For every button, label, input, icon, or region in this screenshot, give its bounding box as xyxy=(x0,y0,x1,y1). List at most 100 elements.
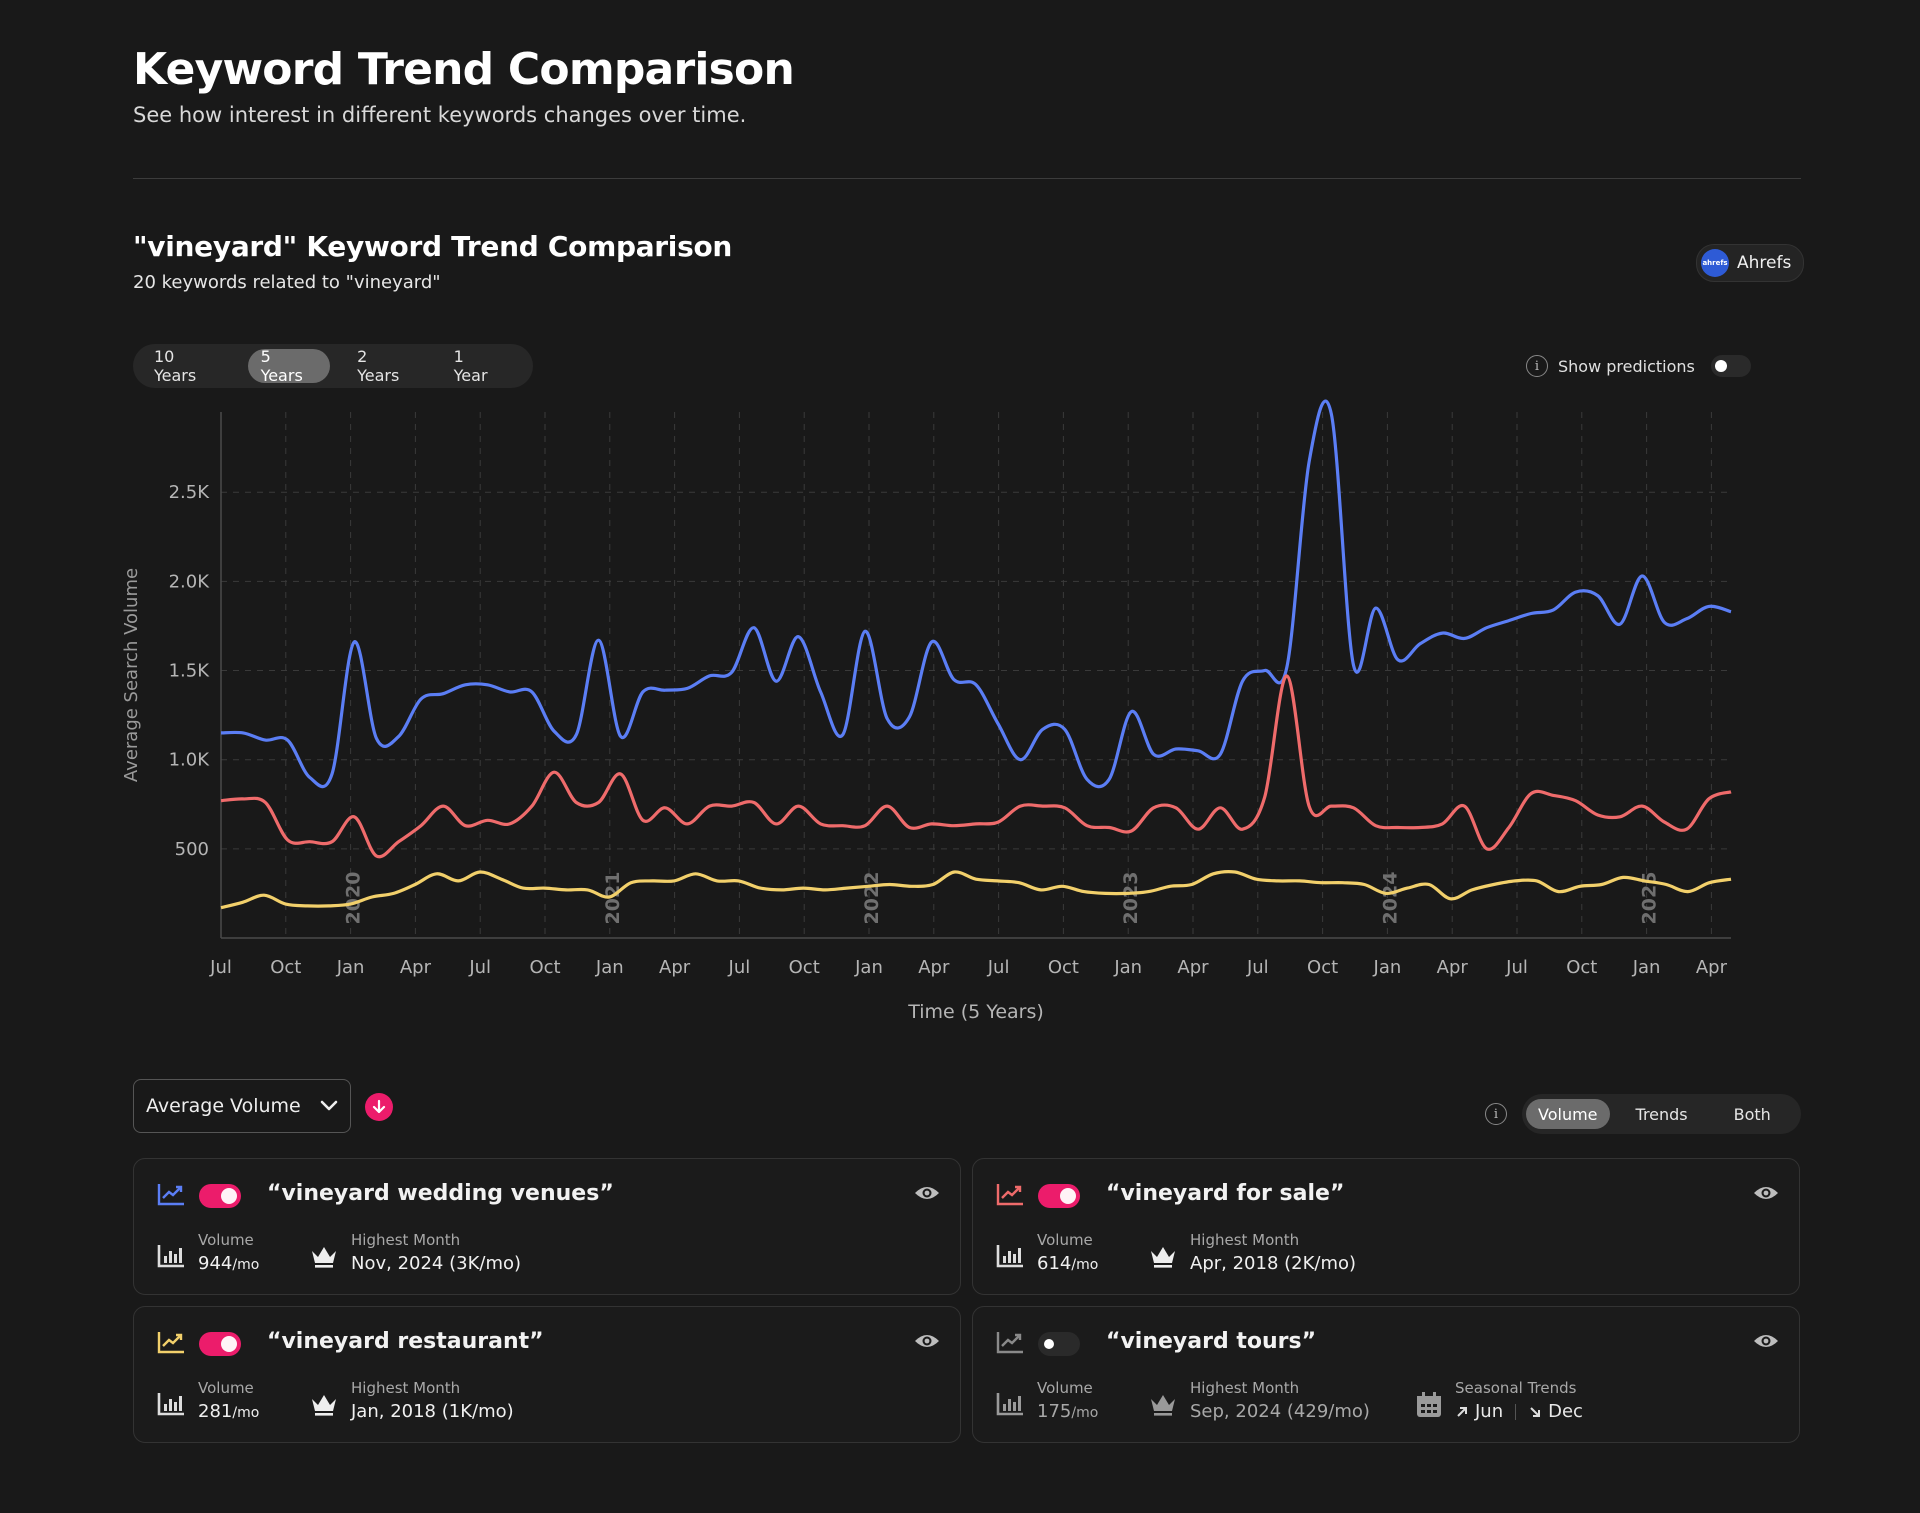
keyword-toggle[interactable] xyxy=(199,1184,241,1208)
eye-icon[interactable] xyxy=(914,1184,940,1202)
year-marker: 2025 xyxy=(1639,872,1661,925)
highest-month-value: Sep, 2024 (429/mo) xyxy=(1190,1401,1370,1422)
toggle-knob xyxy=(1060,1188,1076,1204)
seasonal-trends-label: Seasonal Trends xyxy=(1455,1379,1577,1397)
x-tick-label: Jul xyxy=(1505,957,1528,978)
x-tick-label: Oct xyxy=(1307,957,1338,978)
x-tick-label: Jan xyxy=(595,957,624,978)
view-info-icon[interactable]: i xyxy=(1485,1103,1507,1125)
keyword-card: “vineyard restaurant” Volume 281/mo High… xyxy=(133,1306,961,1443)
series-line xyxy=(220,870,1732,910)
x-tick-label: Apr xyxy=(400,957,432,978)
view-tab-volume[interactable]: Volume xyxy=(1526,1099,1610,1129)
view-tab-trends[interactable]: Trends xyxy=(1635,1104,1688,1124)
x-tick-label: Jan xyxy=(1113,957,1142,978)
keyword-label: “vineyard for sale” xyxy=(1106,1181,1345,1206)
ahrefs-logo-icon: ahrefs xyxy=(1701,249,1729,277)
volume-value: 281 xyxy=(198,1401,233,1422)
y-axis-title: Average Search Volume xyxy=(121,568,142,782)
x-tick-label: Jul xyxy=(468,957,491,978)
eye-icon[interactable] xyxy=(1753,1184,1779,1202)
volume-stat: Volume 175/mo xyxy=(995,1379,1098,1422)
keyword-label: “vineyard wedding venues” xyxy=(267,1181,614,1206)
y-tick-label: 500 xyxy=(175,839,209,860)
range-tab-1-year[interactable]: 1 Year xyxy=(453,347,488,385)
highest-month-stat: Highest Month Apr, 2018 (2K/mo) xyxy=(1148,1231,1356,1274)
toggle-knob xyxy=(1044,1339,1054,1349)
x-tick-label: Jul xyxy=(209,957,232,978)
highest-month-stat: Highest Month Nov, 2024 (3K/mo) xyxy=(309,1231,521,1274)
arrow-down-icon xyxy=(372,1099,386,1114)
keyword-label: “vineyard restaurant” xyxy=(267,1329,544,1354)
crown-icon xyxy=(1151,1247,1175,1268)
calendar-icon xyxy=(1417,1392,1441,1417)
x-tick-label: Jan xyxy=(336,957,365,978)
x-tick-label: Oct xyxy=(1048,957,1079,978)
eye-icon[interactable] xyxy=(1753,1332,1779,1350)
seasonal-low-month: Dec xyxy=(1548,1401,1583,1422)
bar-chart-icon xyxy=(157,1245,184,1268)
x-tick-label: Jul xyxy=(728,957,751,978)
year-marker: 2021 xyxy=(602,872,624,925)
seasonal-peak-month: Jun xyxy=(1475,1401,1504,1422)
keyword-card: “vineyard wedding venues” Volume 944/mo … xyxy=(133,1158,961,1295)
x-tick-label: Apr xyxy=(918,957,950,978)
chevron-down-icon xyxy=(320,1100,338,1111)
predictions-toggle[interactable] xyxy=(1710,355,1751,377)
x-tick-label: Oct xyxy=(270,957,301,978)
range-tab-10-years[interactable]: 10 Years xyxy=(154,347,197,385)
view-tab-both[interactable]: Both xyxy=(1733,1104,1771,1124)
keyword-toggle[interactable] xyxy=(1038,1332,1080,1356)
volume-unit: /mo xyxy=(1071,1257,1099,1273)
x-tick-label: Apr xyxy=(1177,957,1209,978)
volume-unit: /mo xyxy=(232,1257,260,1273)
range-tab-2-years[interactable]: 2 Years xyxy=(357,347,400,385)
year-marker: 2024 xyxy=(1379,872,1401,925)
year-marker: 2020 xyxy=(343,872,365,925)
crown-icon xyxy=(1151,1395,1175,1416)
volume-label: Volume xyxy=(1037,1379,1093,1397)
toggle-knob xyxy=(221,1188,237,1204)
year-marker: 2022 xyxy=(861,872,883,925)
x-tick-label: Jul xyxy=(1246,957,1269,978)
x-tick-label: Oct xyxy=(1566,957,1597,978)
x-tick-label: Jul xyxy=(987,957,1010,978)
sort-select[interactable]: Average Volume xyxy=(133,1079,351,1133)
x-tick-label: Jan xyxy=(854,957,883,978)
bar-chart-icon xyxy=(996,1245,1023,1268)
year-marker: 2023 xyxy=(1120,872,1142,925)
page-title: Keyword Trend Comparison xyxy=(133,44,795,95)
x-tick-label: Apr xyxy=(659,957,691,978)
sort-select-value: Average Volume xyxy=(146,1095,301,1117)
series-line xyxy=(220,674,1732,859)
sort-direction-button[interactable] xyxy=(365,1093,393,1121)
x-tick-label: Apr xyxy=(1696,957,1728,978)
y-tick-label: 2.0K xyxy=(169,571,211,592)
trend-chart-icon xyxy=(996,1332,1023,1354)
keyword-toggle[interactable] xyxy=(199,1332,241,1356)
volume-unit: /mo xyxy=(1071,1405,1099,1421)
range-tabs: 10 Years 5 Years 2 Years 1 Year xyxy=(133,344,533,388)
series-line xyxy=(220,399,1732,789)
keyword-card: “vineyard for sale” Volume 614/mo Highes… xyxy=(972,1158,1800,1295)
highest-month-stat: Highest Month Sep, 2024 (429/mo) xyxy=(1148,1379,1370,1422)
divider xyxy=(133,178,1801,179)
trend-chart-icon xyxy=(996,1184,1023,1206)
info-icon[interactable]: i xyxy=(1526,355,1548,377)
y-tick-label: 2.5K xyxy=(169,482,211,503)
keyword-toggle[interactable] xyxy=(1038,1184,1080,1208)
range-tab-5-years[interactable]: 5 Years xyxy=(247,347,331,385)
source-badge[interactable]: ahrefs Ahrefs xyxy=(1696,244,1805,282)
x-tick-label: Apr xyxy=(1437,957,1469,978)
volume-value: 175 xyxy=(1037,1401,1072,1422)
arrow-down-right-icon xyxy=(1530,1406,1541,1417)
highest-month-value: Jan, 2018 (1K/mo) xyxy=(351,1401,514,1422)
predictions-control: i Show predictions xyxy=(1526,352,1751,380)
highest-month-label: Highest Month xyxy=(351,1231,461,1249)
separator xyxy=(1515,1403,1517,1420)
keyword-label: “vineyard tours” xyxy=(1106,1329,1317,1354)
eye-icon[interactable] xyxy=(914,1332,940,1350)
volume-stat: Volume 614/mo xyxy=(995,1231,1098,1274)
highest-month-stat: Highest Month Jan, 2018 (1K/mo) xyxy=(309,1379,514,1422)
